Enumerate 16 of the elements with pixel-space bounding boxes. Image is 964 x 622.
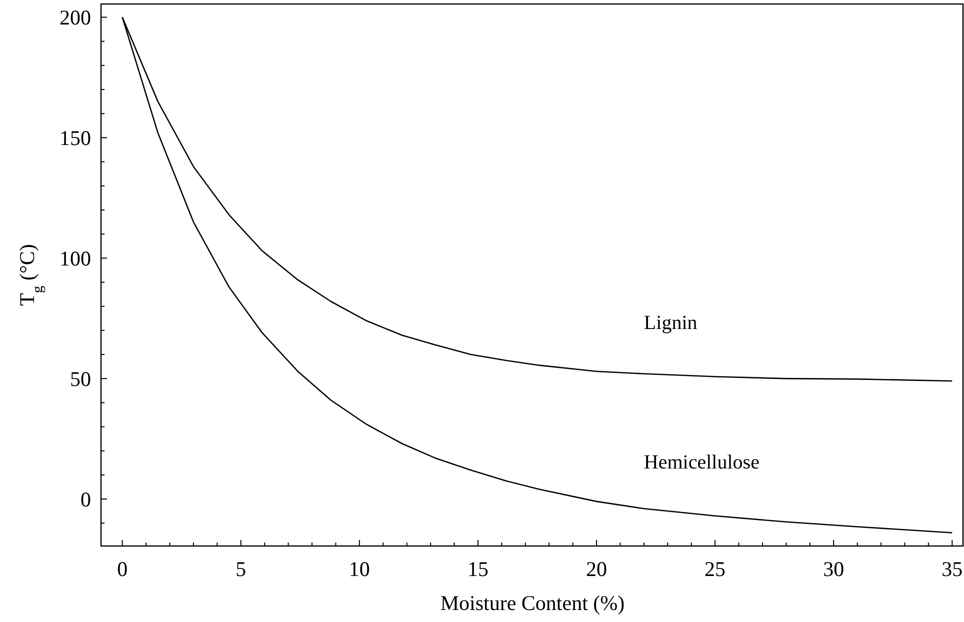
- y-tick-label: 200: [60, 6, 91, 30]
- x-tick-label: 25: [704, 557, 726, 581]
- y-tick-label: 100: [60, 246, 91, 270]
- x-tick-label: 35: [942, 557, 963, 581]
- y-tick-label: 0: [80, 487, 91, 512]
- x-tick-label: 30: [823, 557, 844, 581]
- x-tick-label: 0: [117, 557, 128, 581]
- y-tick-label: 50: [70, 366, 91, 391]
- x-axis-title: Moisture Content (%): [440, 591, 625, 615]
- x-tick-label: 5: [236, 557, 246, 581]
- series-label: Hemicellulose: [644, 452, 760, 474]
- x-tick-label: 15: [467, 557, 488, 581]
- x-tick-label: 10: [348, 557, 370, 581]
- series-label: Lignin: [644, 312, 698, 334]
- x-tick-label: 20: [586, 557, 608, 581]
- y-tick-label: 150: [60, 126, 91, 150]
